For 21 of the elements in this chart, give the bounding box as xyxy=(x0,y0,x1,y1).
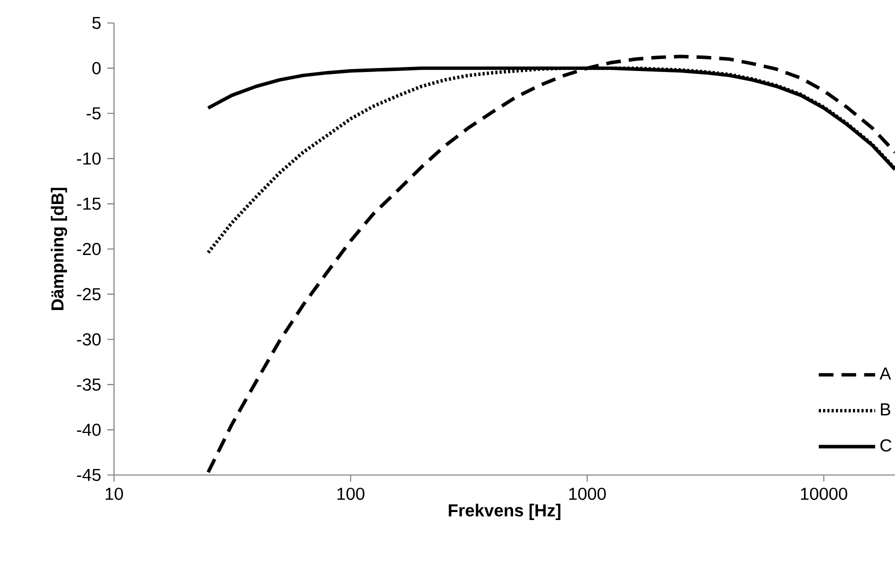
x-axis-title: Frekvens [Hz] xyxy=(448,504,560,520)
x-tick-label: 1000 xyxy=(569,488,606,500)
x-tick-label: 100 xyxy=(337,488,364,500)
y-tick-label: -45 xyxy=(77,468,101,482)
x-tick-label: 10000 xyxy=(801,488,848,500)
y-tick-label: 0 xyxy=(92,62,101,74)
line-series xyxy=(206,54,895,474)
x-tick-label: 10 xyxy=(106,488,123,500)
y-tick-label: -40 xyxy=(77,424,101,436)
y-tick-label: -25 xyxy=(77,288,101,300)
y-tick-label: -5 xyxy=(86,107,101,120)
y-tick-label: -15 xyxy=(77,198,101,210)
y-tick-label: -30 xyxy=(77,333,101,346)
legend-label: B xyxy=(880,403,890,416)
y-tick-label: -10 xyxy=(77,152,101,165)
y-tick-label: -20 xyxy=(77,242,101,256)
legend-label: C xyxy=(880,439,892,452)
legend-label: A xyxy=(880,368,892,380)
y-tick-label: -35 xyxy=(77,378,101,391)
y-tick-label: 5 xyxy=(92,16,101,30)
y-axis-title: Dämpning [dB] xyxy=(50,188,68,310)
